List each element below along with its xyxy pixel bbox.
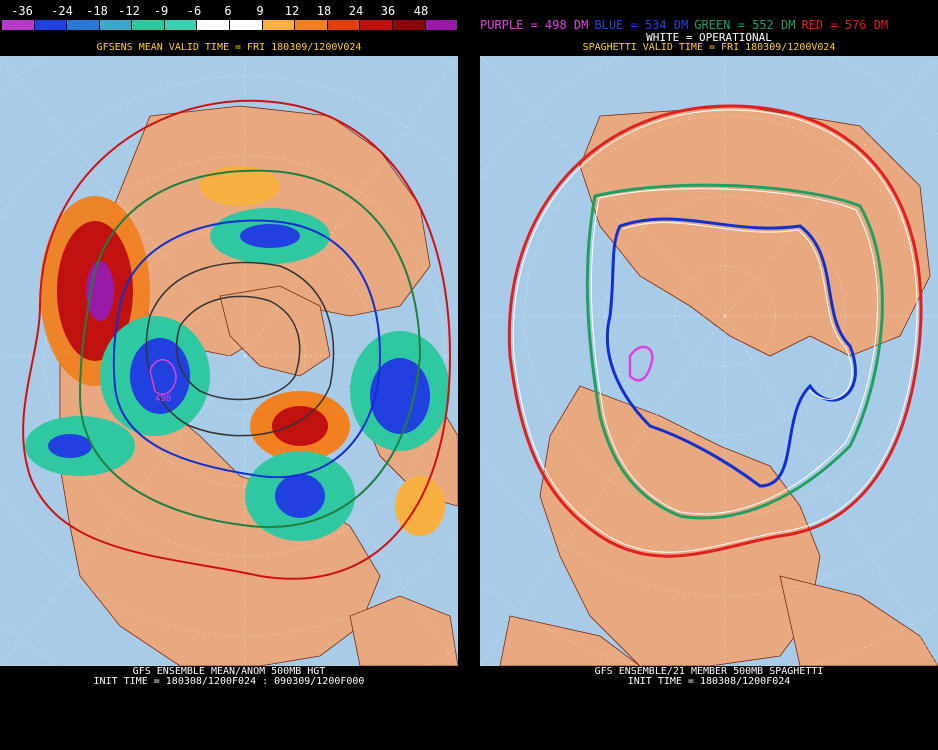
- colorbar-label: 6: [224, 4, 232, 18]
- colorbar-swatch: [34, 20, 68, 30]
- colorbar-label: -36: [11, 4, 33, 18]
- left-valid-time: GFSENS MEAN VALID TIME = FRI 180309/1200…: [96, 42, 362, 53]
- contour-534: [605, 217, 857, 488]
- colorbar-swatch: [67, 20, 100, 30]
- negative-anomaly-pacific-core: [130, 338, 190, 414]
- spaghetti-contours: [507, 104, 923, 558]
- colorbar-label: 24: [348, 4, 364, 18]
- contour-576: [507, 104, 923, 558]
- spaghetti-legend: PURPLE = 498 DM BLUE = 534 DM GREEN = 55…: [480, 18, 936, 32]
- colorbar-label: 36: [380, 4, 396, 18]
- colorbar-label: -12: [118, 4, 140, 18]
- contour-498: [628, 345, 654, 382]
- left-footer-init: INIT TIME = 180308/1200F024 : 090309/120…: [93, 676, 365, 687]
- colorbar-swatch: [197, 20, 231, 30]
- legend-purple: PURPLE = 498 DM: [480, 18, 589, 32]
- colorbar-swatch: [262, 20, 296, 30]
- anomaly-fills: [25, 166, 450, 541]
- colorbar-swatch: [295, 20, 328, 30]
- right-footer-init: INIT TIME = 180308/1200F024: [627, 676, 791, 687]
- positive-anomaly-central-core: [272, 406, 328, 446]
- legend-green: GREEN = 552 DM: [694, 18, 796, 32]
- contour-label: 498: [155, 394, 171, 404]
- contour-552-operational: [590, 188, 878, 515]
- negative-anomaly-atlantic-core: [370, 358, 430, 434]
- contour-534-operational: [622, 222, 853, 400]
- colorbar-swatch: [327, 20, 361, 30]
- right-footer-title: GFS ENSEMBLE/21 MEMBER 500MB SPAGHETTI: [594, 666, 824, 677]
- right-valid-time: SPAGHETTI VALID TIME = FRI 180309/1200V0…: [582, 42, 836, 53]
- colorbar-swatch: [2, 20, 35, 30]
- colorbar-label: -18: [86, 4, 108, 18]
- colorbar-swatch: [425, 20, 459, 30]
- colorbar-swatch: [164, 20, 198, 30]
- legend-white: WHITE = OPERATIONAL: [646, 31, 772, 44]
- negative-anomaly-sw-core: [48, 434, 92, 458]
- colorbar: [2, 20, 459, 30]
- left-footer-title: GFS ENSEMBLE MEAN/ANOM 500MB HGT: [132, 666, 326, 677]
- legend-blue: BLUE = 534 DM: [594, 18, 689, 32]
- ensemble-mean-map: 498: [0, 56, 458, 666]
- colorbar-label: 18: [316, 4, 332, 18]
- colorbar-swatch: [132, 20, 165, 30]
- negative-anomaly-east-core: [275, 474, 325, 518]
- colorbar-swatch: [392, 20, 426, 30]
- colorbar-label: 12: [284, 4, 300, 18]
- colorbar-labels: -36 -24 -18 -12 -9 -6 6 9 12 18 24 36 48: [0, 4, 458, 18]
- colorbar-swatch: [360, 20, 393, 30]
- spaghetti-map: [480, 56, 938, 666]
- colorbar-label: 9: [256, 4, 264, 18]
- colorbar-label: -24: [51, 4, 73, 18]
- contour-576-operational: [512, 109, 918, 553]
- colorbar-swatch: [99, 20, 133, 30]
- land: [499, 105, 938, 666]
- legend-red: RED = 576 DM: [801, 18, 889, 32]
- negative-anomaly-north-core: [240, 224, 300, 248]
- colorbar-label: -6: [186, 4, 202, 18]
- height-contours: [22, 99, 452, 580]
- positive-anomaly-ne: [200, 166, 280, 206]
- colorbar-label: 48: [413, 4, 429, 18]
- colorbar-label: -9: [153, 4, 169, 18]
- colorbar-swatch: [230, 20, 263, 30]
- contour-552: [585, 183, 884, 520]
